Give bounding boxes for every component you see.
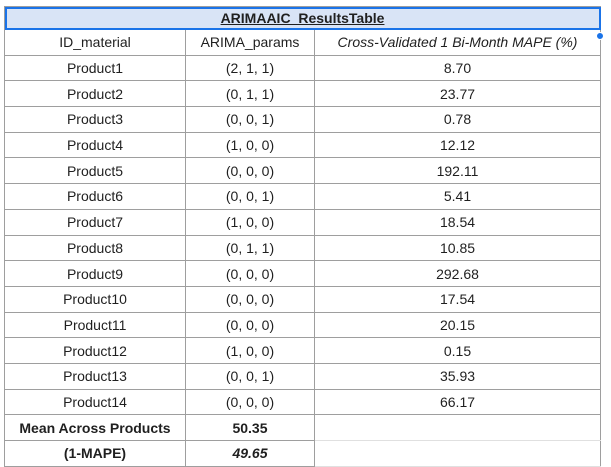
material-cell[interactable]: Product14 [4,388,186,416]
summary-row-accuracy: (1-MAPE) 49.65 [4,440,602,467]
summary-value-accuracy[interactable]: 49.65 [185,440,315,467]
mape-cell[interactable]: 0.15 [313,337,602,364]
material-cell[interactable]: Product1 [4,54,186,82]
table-row: Product6 (0, 0, 1) 5.41 [4,183,602,210]
table-title-cell[interactable]: ARIMAAIC_ResultsTable [3,6,602,30]
results-table: ARIMAAIC_ResultsTable ID_material ARIMA_… [3,6,602,467]
table-row: Product14 (0, 0, 0) 66.17 [4,388,602,416]
table-row: Product11 (0, 0, 0) 20.15 [4,311,602,339]
mape-cell[interactable]: 10.85 [313,234,602,262]
summary-row-mean: Mean Across Products 50.35 [4,414,602,441]
table-row: Product1 (2, 1, 1) 8.70 [4,54,602,82]
mape-cell[interactable]: 17.54 [313,285,602,313]
material-cell[interactable]: Product9 [4,260,186,287]
mape-cell[interactable]: 66.17 [313,388,602,416]
params-cell[interactable]: (0, 1, 1) [185,234,315,262]
table-row: Product7 (1, 0, 0) 18.54 [4,208,602,236]
selection-fill-handle[interactable] [596,32,604,40]
mape-cell[interactable]: 12.12 [313,131,602,159]
params-cell[interactable]: (1, 0, 0) [185,337,315,364]
material-cell[interactable]: Product7 [4,208,186,236]
summary-label-mean[interactable]: Mean Across Products [4,414,186,441]
material-cell[interactable]: Product12 [4,337,186,364]
summary-label-accuracy[interactable]: (1-MAPE) [4,440,186,467]
material-cell[interactable]: Product13 [4,362,186,390]
mape-cell[interactable]: 0.78 [313,106,602,133]
mape-cell[interactable]: 35.93 [313,362,602,390]
table-row: Product9 (0, 0, 0) 292.68 [4,260,602,287]
material-cell[interactable]: Product8 [4,234,186,262]
header-id-material[interactable]: ID_material [4,29,186,56]
table-row: Product8 (0, 1, 1) 10.85 [4,234,602,262]
params-cell[interactable]: (0, 0, 1) [185,106,315,133]
table-row: Product10 (0, 0, 0) 17.54 [4,285,602,313]
mape-cell[interactable]: 8.70 [313,54,602,82]
table-title-row: ARIMAAIC_ResultsTable [3,6,602,30]
params-cell[interactable]: (0, 0, 0) [185,388,315,416]
material-cell[interactable]: Product10 [4,285,186,313]
material-cell[interactable]: Product2 [4,80,186,108]
table-row: Product2 (0, 1, 1) 23.77 [4,80,602,108]
material-cell[interactable]: Product11 [4,311,186,339]
summary-value-mean[interactable]: 50.35 [185,414,315,441]
mape-cell[interactable]: 5.41 [313,183,602,210]
params-cell[interactable]: (0, 0, 1) [185,362,315,390]
empty-cell[interactable] [313,440,602,467]
table-row: Product3 (0, 0, 1) 0.78 [4,106,602,133]
table-row: Product4 (1, 0, 0) 12.12 [4,131,602,159]
params-cell[interactable]: (1, 0, 0) [185,131,315,159]
header-row: ID_material ARIMA_params Cross-Validated… [4,29,602,56]
material-cell[interactable]: Product6 [4,183,186,210]
empty-cell[interactable] [313,414,602,441]
header-mape[interactable]: Cross-Validated 1 Bi-Month MAPE (%) [313,29,602,56]
material-cell[interactable]: Product5 [4,157,186,185]
material-cell[interactable]: Product4 [4,131,186,159]
material-cell[interactable]: Product3 [4,106,186,133]
params-cell[interactable]: (0, 0, 0) [185,260,315,287]
params-cell[interactable]: (0, 0, 0) [185,157,315,185]
mape-cell[interactable]: 18.54 [313,208,602,236]
mape-cell[interactable]: 192.11 [313,157,602,185]
mape-cell[interactable]: 23.77 [313,80,602,108]
table-row: Product12 (1, 0, 0) 0.15 [4,337,602,364]
table-row: Product13 (0, 0, 1) 35.93 [4,362,602,390]
params-cell[interactable]: (2, 1, 1) [185,54,315,82]
header-arima-params[interactable]: ARIMA_params [185,29,315,56]
params-cell[interactable]: (0, 0, 0) [185,285,315,313]
params-cell[interactable]: (1, 0, 0) [185,208,315,236]
mape-cell[interactable]: 20.15 [313,311,602,339]
mape-cell[interactable]: 292.68 [313,260,602,287]
params-cell[interactable]: (0, 0, 1) [185,183,315,210]
table-row: Product5 (0, 0, 0) 192.11 [4,157,602,185]
params-cell[interactable]: (0, 0, 0) [185,311,315,339]
params-cell[interactable]: (0, 1, 1) [185,80,315,108]
